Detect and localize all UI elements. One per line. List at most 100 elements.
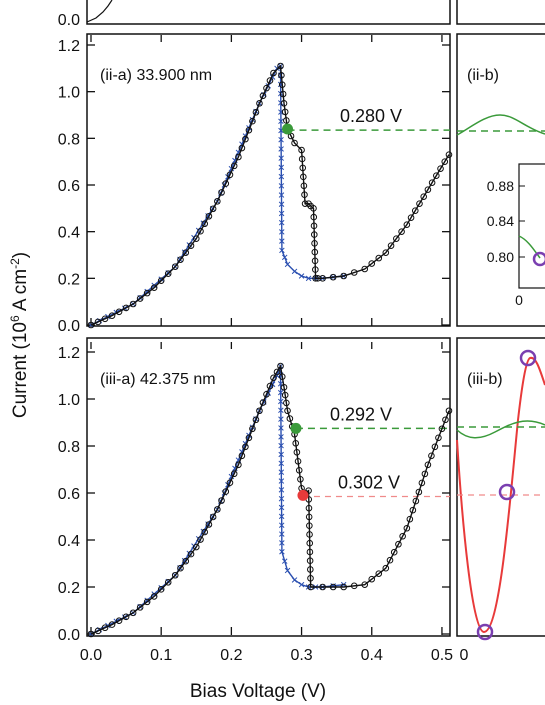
panel-iii-a-series	[87, 362, 453, 638]
forward-data-point	[283, 399, 290, 407]
backward-data-point	[284, 567, 291, 574]
panel-iii-a-label: (iii-a) 42.375 nm	[100, 371, 216, 388]
panel-iii-b-label: (iii-b)	[467, 371, 503, 388]
y-tick-label: 1.2	[58, 345, 80, 362]
backward-data-point	[278, 425, 284, 431]
forward-data-point	[311, 248, 319, 256]
panel-ii-a-axes: 0.0 0.2 0.4 0.6 0.8 1.0 1.2	[58, 35, 450, 335]
y-axis-title-main: Current (10	[10, 322, 31, 418]
y-tick-label: 0.8	[58, 131, 80, 148]
inset-purple-marker	[532, 251, 545, 267]
forward-data-point	[403, 524, 411, 532]
forward-data-point	[187, 242, 195, 249]
panel-ii-b-green-wave	[456, 114, 545, 136]
forward-data-point	[310, 213, 318, 221]
top-curve-fragment	[86, 0, 113, 23]
y-tick-label: 1.0	[58, 392, 80, 409]
forward-data-point	[307, 583, 314, 591]
inset-green-curve	[518, 235, 541, 259]
forward-data-point	[441, 158, 449, 165]
forward-data-point	[445, 151, 453, 158]
forward-data-point	[409, 506, 417, 514]
panel-iii-b: (iii-b) 0	[456, 337, 545, 664]
forward-data-point	[438, 425, 446, 433]
y-axis-title: Current (106 A cm-2)	[8, 252, 31, 418]
backward-data-point	[278, 522, 285, 528]
forward-data-point	[87, 321, 95, 329]
forward-data-point	[197, 227, 204, 235]
forward-data-point	[312, 266, 319, 273]
forward-data-point	[209, 205, 217, 213]
forward-data-point	[311, 257, 319, 265]
panel-iii-a-axes: 0.0 0.2 0.4 0.6 0.8 1.0 1.2	[58, 342, 450, 644]
x-tick-label: 0.1	[150, 647, 172, 664]
forward-data-point	[412, 497, 420, 505]
panel-iii-b-red-wave	[456, 356, 545, 634]
forward-data-point	[424, 186, 432, 193]
forward-data-point	[442, 416, 449, 424]
forward-data-point	[368, 260, 376, 267]
backward-data-point	[279, 229, 285, 235]
y-tick-label: 0.0	[58, 318, 80, 335]
forward-data-point	[108, 312, 116, 319]
forward-data-point	[329, 583, 337, 591]
forward-data-point	[266, 77, 274, 84]
backward-data-point	[305, 275, 312, 282]
x-axis-title: Bias Voltage (V)	[190, 681, 326, 702]
panel-ii-b-label: (ii-b)	[467, 67, 499, 84]
forward-data-point	[305, 504, 313, 512]
forward-data-point	[393, 235, 400, 242]
forward-data-point	[279, 90, 287, 98]
forward-data-point	[252, 108, 260, 116]
forward-data-point	[314, 275, 322, 282]
x-tick-label: 0.0	[80, 647, 102, 664]
forward-data-point	[281, 391, 289, 399]
forward-data-point	[387, 242, 395, 249]
y-tick-label: 0.4	[58, 533, 80, 550]
y-tick-label: 0.0	[58, 627, 80, 644]
forward-data-point	[292, 439, 300, 447]
inset-y-tick-088: 0.88	[487, 178, 514, 194]
backward-data-point	[278, 407, 284, 414]
forward-data-point	[399, 532, 406, 540]
backward-data-point	[291, 577, 298, 583]
panel-iii-b-purple-marker-bottom	[476, 623, 494, 641]
annotation-label-0280: 0.280 V	[340, 106, 402, 126]
forward-data-point	[306, 531, 313, 538]
panel-iii-a-annotations: 0.292 V 0.302 V	[295, 404, 450, 498]
forward-data-point	[129, 609, 137, 617]
backward-data-point	[278, 118, 284, 125]
y-tick-label: 0.2	[58, 580, 80, 597]
forward-data-point	[197, 536, 204, 543]
forward-data-point	[259, 399, 267, 406]
forward-data-point	[286, 415, 294, 422]
backward-data-point	[144, 597, 150, 604]
backward-data-point	[279, 238, 285, 244]
forward-data-point	[187, 550, 195, 558]
forward-data-point	[245, 126, 253, 134]
forward-data-point	[122, 613, 130, 621]
forward-data-point	[350, 269, 358, 276]
forward-data-point	[164, 579, 172, 586]
forward-data-point	[182, 249, 190, 256]
backward-data-point	[281, 558, 288, 564]
forward-data-point	[415, 488, 423, 496]
x-tick-labels: 0.0 0.1 0.2 0.3 0.4 0.5	[80, 647, 453, 664]
forward-data-point	[273, 368, 281, 376]
forward-data-point	[319, 275, 326, 282]
forward-data-point	[136, 295, 144, 302]
x-tick-label: 0.5	[431, 647, 453, 664]
backward-data-point	[298, 273, 305, 279]
forward-data-point	[435, 434, 442, 442]
forward-data-point	[361, 265, 369, 273]
forward-data-point	[270, 69, 277, 77]
backward-data-point	[279, 540, 285, 546]
forward-data-point	[424, 461, 432, 469]
forward-data-point	[94, 318, 102, 326]
backward-data-point	[278, 442, 284, 449]
backward-data-point	[278, 192, 285, 198]
forward-data-point	[164, 270, 172, 277]
forward-data-point	[150, 284, 158, 291]
forward-data-point	[431, 443, 439, 451]
